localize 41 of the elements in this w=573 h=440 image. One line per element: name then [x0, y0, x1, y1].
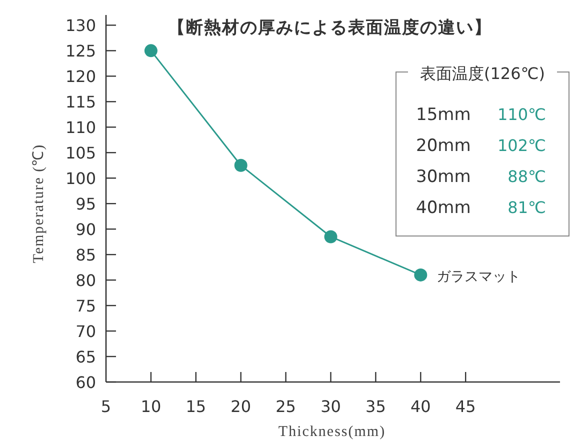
y-tick-label: 60 — [76, 373, 96, 392]
annotation: 110℃ — [497, 105, 546, 124]
y-tick-label: 80 — [76, 271, 96, 290]
y-tick-label: 110 — [65, 118, 96, 138]
x-tick-label: 40 — [410, 397, 431, 416]
y-tick-label: 85 — [76, 246, 96, 265]
x-tick-label: 5 — [100, 397, 112, 416]
annotation: 102℃ — [497, 136, 546, 155]
y-tick-label: 90 — [76, 220, 96, 240]
annotation: 81℃ — [508, 198, 546, 217]
y-tick-label: 100 — [65, 169, 96, 188]
y-tick-label: 70 — [76, 322, 96, 342]
chart-title: 【断熱材の厚みによる表面温度の違い】 — [168, 18, 492, 38]
y-tick-label: 95 — [76, 194, 96, 214]
y-tick-label: 65 — [76, 348, 96, 367]
x-tick-label: 20 — [230, 397, 252, 416]
point — [324, 230, 338, 244]
point — [414, 268, 428, 282]
y-tick-label: 120 — [65, 67, 96, 86]
point — [234, 158, 248, 172]
x-axis-title: Thickness(mm) — [278, 424, 386, 440]
x-tick-label: 35 — [366, 397, 386, 416]
y-tick-label: 75 — [76, 296, 96, 316]
y-tick-label: 125 — [65, 42, 96, 61]
annotation: 表面温度(126℃) — [420, 64, 545, 83]
annotation: 15mm — [416, 105, 471, 125]
y-axis-title: Temperature (℃) — [31, 144, 47, 264]
y-tick-label: 115 — [65, 92, 96, 112]
x-tick-label: 15 — [186, 397, 206, 416]
x-tick-label: 25 — [276, 397, 296, 416]
annotation: 20mm — [416, 136, 471, 156]
y-tick-label: 105 — [65, 144, 96, 163]
annotation: 40mm — [416, 198, 471, 218]
x-tick-label: 10 — [140, 397, 162, 416]
point — [144, 44, 158, 58]
annotation: 30mm — [416, 167, 471, 187]
x-tick-label: 45 — [455, 397, 476, 416]
series-label: ガラスマット — [436, 268, 521, 285]
annotation: 88℃ — [508, 167, 546, 186]
y-tick-label: 130 — [65, 16, 96, 36]
x-tick-label: 30 — [320, 397, 341, 416]
